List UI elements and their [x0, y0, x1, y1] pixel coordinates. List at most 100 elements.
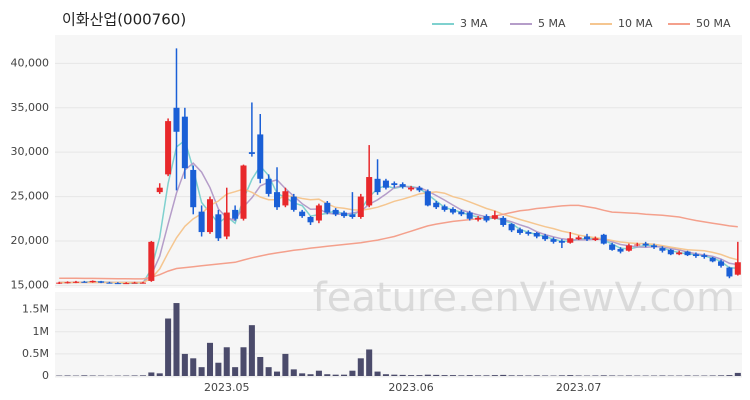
volume-bar — [475, 375, 482, 376]
candle-body — [274, 192, 281, 208]
volume-bar — [165, 318, 172, 376]
legend-label: 50 MA — [696, 17, 731, 30]
y-tick-label: 35,000 — [11, 101, 50, 114]
volume-bar — [449, 375, 456, 376]
volume-bar — [709, 375, 716, 376]
candle-body — [508, 224, 515, 231]
candle-body — [642, 243, 649, 246]
volume-bar — [483, 375, 490, 376]
candle-body — [382, 180, 389, 188]
candle-body — [433, 202, 440, 208]
volume-bar — [274, 371, 281, 376]
legend-label: 5 MA — [538, 17, 566, 30]
candle-body — [374, 178, 381, 193]
volume-bar — [240, 347, 247, 376]
candle-body — [458, 211, 465, 215]
volume-bar — [257, 356, 264, 376]
candle-body — [324, 202, 331, 213]
volume-bar — [299, 373, 306, 376]
candle-body — [257, 134, 264, 179]
volume-bar — [148, 372, 155, 376]
candle-body — [734, 262, 741, 275]
candle-body — [391, 183, 398, 186]
volume-bar — [391, 374, 398, 376]
x-tick-label: 2023.07 — [556, 381, 602, 394]
candle-body — [248, 152, 255, 154]
candle-body — [366, 177, 373, 206]
candle-body — [315, 205, 322, 221]
legend-label: 10 MA — [618, 17, 653, 30]
y-tick-label: 40,000 — [11, 56, 50, 69]
candle-body — [198, 211, 205, 233]
candle-body — [718, 261, 725, 266]
candle-body — [181, 116, 188, 169]
volume-bar — [458, 375, 465, 376]
volume-bar — [659, 375, 666, 376]
candle-body — [165, 121, 172, 175]
volume-bar — [206, 342, 214, 376]
volume-bar — [366, 349, 373, 376]
candle-body — [600, 234, 607, 244]
candle-body — [701, 255, 708, 257]
candle-body — [592, 238, 599, 241]
y-tick-label: 1M — [33, 325, 50, 338]
candle-body — [148, 241, 155, 281]
candle-body — [466, 212, 473, 219]
candle-body — [533, 232, 540, 237]
candle-body — [139, 282, 146, 284]
volume-bar — [357, 358, 364, 376]
candle-body — [558, 240, 565, 243]
chart-title: 이화산업(000760) — [62, 11, 186, 29]
volume-bar — [592, 375, 599, 376]
y-tick-label: 0 — [42, 369, 49, 382]
volume-bar — [232, 367, 239, 376]
candle-body — [408, 187, 415, 190]
candle-body — [307, 216, 314, 223]
candle-body — [583, 236, 591, 240]
volume-bar — [399, 374, 406, 376]
volume-bar — [525, 375, 532, 376]
candle-body — [449, 208, 456, 213]
candle-body — [609, 244, 616, 250]
volume-bar — [198, 367, 205, 376]
candle-body — [282, 191, 289, 206]
candle-body — [483, 216, 490, 221]
candle-body — [190, 169, 197, 208]
volume-bar — [416, 375, 423, 376]
volume-bar — [424, 374, 431, 376]
candle-body — [525, 232, 532, 234]
y-tick-label: 20,000 — [11, 234, 50, 247]
volume-bar — [139, 375, 146, 376]
candle-body — [349, 214, 356, 217]
volume-bar — [500, 374, 507, 376]
x-tick-label: 2023.06 — [388, 381, 434, 394]
candle-body — [709, 257, 716, 262]
y-tick-label: 0.5M — [22, 347, 49, 360]
volume-bar — [190, 358, 197, 376]
x-tick-label: 2023.05 — [204, 381, 250, 394]
candle-body — [667, 249, 674, 255]
y-tick-label: 25,000 — [11, 190, 50, 203]
candle-body — [156, 187, 163, 193]
volume-bar — [223, 347, 230, 376]
candle-body — [357, 196, 364, 217]
candle-body — [123, 283, 130, 285]
candle-body — [634, 244, 641, 246]
candle-body — [491, 215, 498, 219]
volume-bar — [491, 375, 498, 376]
candle-body — [206, 199, 214, 233]
volume-bar — [558, 375, 565, 376]
candle-body — [106, 282, 113, 284]
volume-bar — [567, 375, 574, 376]
candle-body — [692, 254, 699, 257]
candle-body — [500, 217, 507, 225]
volume-bar — [64, 375, 71, 376]
volume-bar — [575, 375, 582, 376]
candle-body — [625, 245, 632, 251]
volume-bar — [173, 303, 180, 376]
volume-bar — [349, 370, 356, 376]
candle-body — [684, 251, 691, 256]
price-panel — [55, 35, 742, 288]
volume-bar — [726, 375, 733, 376]
